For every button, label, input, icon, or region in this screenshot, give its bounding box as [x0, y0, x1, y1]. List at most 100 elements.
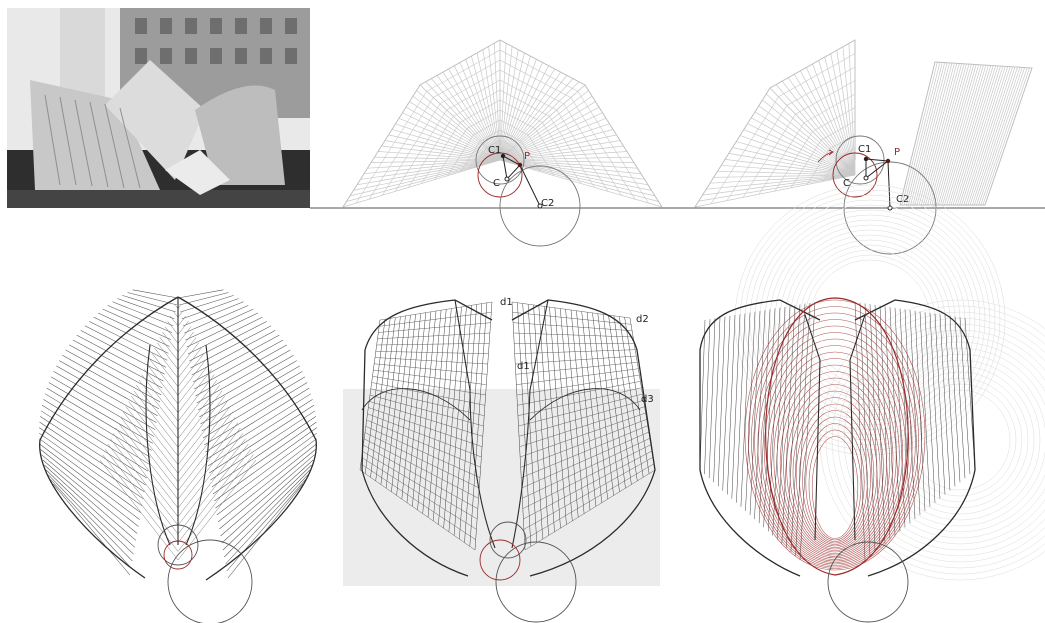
- mesh-line: [519, 406, 645, 447]
- mesh-line: [933, 64, 975, 206]
- mesh-line: [763, 308, 776, 528]
- mesh-line: [517, 381, 641, 406]
- mesh-line: [934, 313, 946, 495]
- bg-circle: [903, 383, 1017, 497]
- mesh-line: [177, 337, 197, 361]
- label-d1-top: d1: [500, 297, 513, 308]
- mesh-line: [899, 308, 911, 524]
- mesh-line: [41, 404, 149, 472]
- mesh-line: [115, 427, 179, 509]
- red-ellipse: [789, 390, 881, 550]
- mesh-line: [181, 298, 239, 320]
- mesh-line: [916, 63, 955, 206]
- mesh-line: [740, 312, 751, 507]
- red-ellipse: [811, 436, 859, 539]
- mesh-line: [929, 312, 941, 499]
- mesh-line: [162, 331, 179, 353]
- mesh-line: [949, 315, 961, 483]
- mesh-line: [216, 438, 317, 516]
- bg-circle: [754, 204, 986, 436]
- mesh-line: [40, 449, 139, 527]
- mesh-line: [132, 289, 179, 299]
- label-c1: C1: [488, 145, 501, 156]
- red-ellipse: [802, 416, 868, 544]
- outline-path: [39, 296, 179, 579]
- mesh-line: [524, 463, 655, 540]
- mesh-line: [89, 321, 168, 361]
- mesh-line: [44, 464, 135, 548]
- mesh-line: [365, 426, 481, 478]
- mesh-line: [954, 65, 999, 206]
- mesh-line: [184, 305, 249, 334]
- small-circle: [157, 524, 199, 566]
- mesh-line: [41, 454, 138, 534]
- label-c2: C2: [541, 198, 554, 209]
- outline-path: [758, 93, 856, 195]
- mesh-line: [211, 416, 317, 488]
- mesh-line: [177, 433, 244, 517]
- mesh-line: [48, 474, 133, 562]
- mesh-line: [919, 311, 931, 507]
- outline-path: [382, 69, 622, 196]
- large-circle: [827, 541, 909, 623]
- mesh-line: [795, 302, 811, 556]
- mesh-line: [978, 67, 1026, 206]
- outline-path: [408, 89, 595, 188]
- mesh-line: [215, 432, 317, 509]
- red-ellipse: [754, 319, 916, 566]
- mesh-line: [177, 443, 249, 535]
- mesh-line: [523, 457, 654, 530]
- mesh-line: [518, 400, 644, 437]
- outline-path: [185, 344, 211, 546]
- mesh-line: [879, 305, 891, 540]
- red-ellipse: [795, 403, 875, 547]
- outline-path: [434, 109, 568, 180]
- mesh-line: [521, 431, 649, 489]
- mesh-line: [967, 66, 1013, 206]
- mesh-line: [722, 315, 731, 491]
- mesh-line: [177, 438, 246, 526]
- mesh-line: [971, 66, 1018, 206]
- mesh-line: [154, 347, 179, 379]
- mesh-line: [379, 301, 493, 321]
- mesh-line: [366, 419, 481, 468]
- bottom-right-panel: [699, 184, 1045, 623]
- mesh-line: [133, 390, 179, 448]
- bottom-middle-panel: [359, 299, 656, 623]
- outline-path: [355, 49, 649, 204]
- mesh-line: [948, 65, 992, 206]
- mesh-line: [864, 303, 876, 552]
- mesh-line: [50, 479, 132, 569]
- mesh-line: [80, 330, 165, 375]
- mesh-line: [200, 365, 300, 425]
- mesh-line: [522, 444, 651, 509]
- mesh-line: [903, 62, 941, 206]
- mesh-line: [929, 64, 970, 206]
- mesh-line: [708, 318, 716, 479]
- outline-path: [765, 297, 909, 576]
- bottom-left-panel: [39, 289, 317, 623]
- mesh-line: [107, 443, 179, 535]
- label-c-right: C: [843, 178, 850, 189]
- red-ellipse: [763, 338, 907, 562]
- mesh-line: [53, 371, 156, 430]
- bg-circle: [825, 305, 1045, 575]
- outline-path: [804, 314, 821, 541]
- mesh-line: [375, 351, 489, 354]
- mesh-line: [217, 443, 317, 523]
- mesh-line: [141, 374, 179, 422]
- mesh-line: [950, 65, 994, 206]
- mesh-line: [854, 301, 866, 561]
- mesh-line: [369, 394, 484, 427]
- outline-path: [854, 299, 976, 577]
- bg-circle: [774, 224, 966, 416]
- mesh-line: [39, 432, 143, 507]
- mesh-line: [976, 67, 1023, 206]
- mesh-line: [731, 314, 741, 499]
- mesh-line: [177, 390, 223, 448]
- mesh-line: [736, 313, 746, 503]
- red-ellipse: [751, 312, 919, 568]
- bg-circle: [809, 259, 931, 381]
- mesh-line: [191, 330, 276, 376]
- mesh-line: [177, 411, 233, 483]
